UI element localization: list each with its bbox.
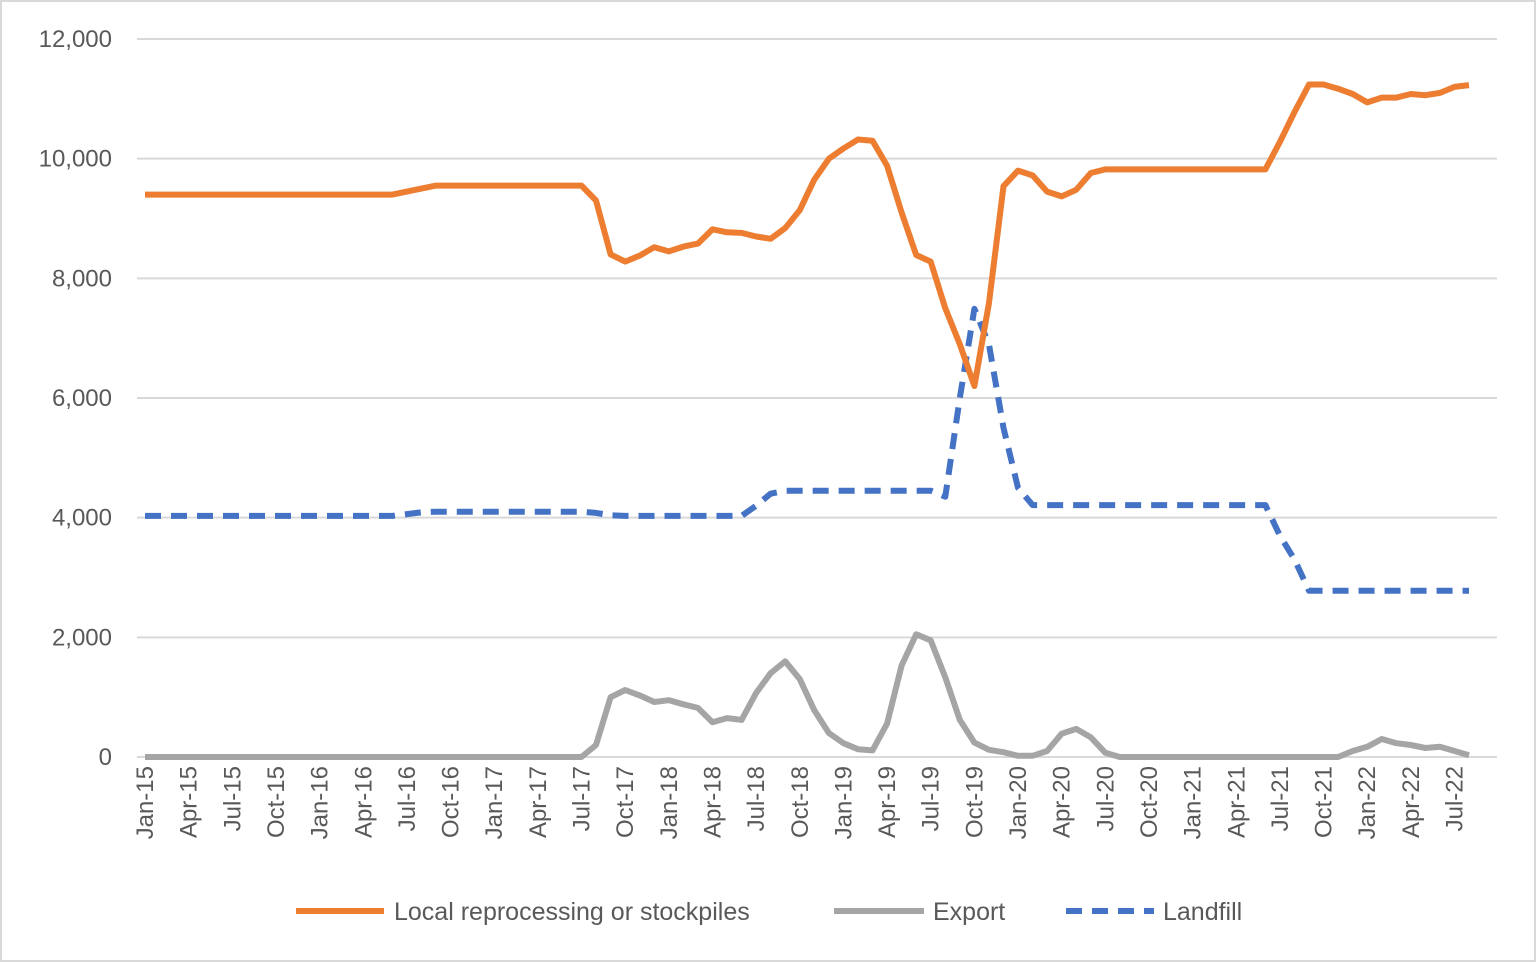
x-tick-label: Apr-17 [525, 766, 552, 838]
x-tick-label: Oct-15 [263, 766, 290, 838]
y-tick-label: 12,000 [39, 26, 112, 53]
x-tick-label: Jan-21 [1180, 766, 1207, 839]
y-axis: 0 2,000 4,000 6,000 8,000 10,000 12,000 [39, 26, 112, 771]
series-line-local-reprocessing-or-stockpiles [145, 81, 1470, 389]
x-tick-label: Jan-19 [830, 766, 857, 839]
y-tick-label: 6,000 [52, 385, 112, 412]
y-tick-label: 2,000 [52, 624, 112, 651]
x-tick-label: Apr-22 [1398, 766, 1425, 838]
x-tick-label: Apr-18 [699, 766, 726, 838]
y-tick-label: 8,000 [52, 265, 112, 292]
series-line-export [145, 631, 1470, 760]
x-tick-label: Oct-20 [1136, 766, 1163, 838]
x-tick-label: Jul-15 [219, 766, 246, 831]
x-tick-label: Oct-18 [787, 766, 814, 838]
y-tick-label: 4,000 [52, 505, 112, 532]
x-tick-label: Jan-16 [307, 766, 334, 839]
legend-label: Landfill [1163, 898, 1242, 926]
legend: Local reprocessing or stockpiles Export La… [296, 898, 1242, 926]
x-tick-label: Apr-20 [1049, 766, 1076, 838]
x-tick-label: Jan-17 [481, 766, 508, 839]
x-tick-label: Jul-18 [743, 766, 770, 831]
x-tick-label: Jan-18 [656, 766, 683, 839]
x-tick-label: Oct-21 [1311, 766, 1338, 838]
x-tick-label: Oct-16 [438, 766, 465, 838]
x-tick-label: Oct-19 [961, 766, 988, 838]
x-tick-label: Jul-17 [569, 766, 596, 831]
x-tick-label: Oct-17 [612, 766, 639, 838]
x-tick-label: Jan-20 [1005, 766, 1032, 839]
x-tick-label: Apr-16 [350, 766, 377, 838]
x-tick-label: Apr-15 [176, 766, 203, 838]
x-tick-label: Jul-21 [1267, 766, 1294, 831]
y-tick-label: 10,000 [39, 146, 112, 173]
legend-label: Local reprocessing or stockpiles [394, 898, 750, 926]
y-tick-label: 0 [99, 744, 112, 771]
x-tick-label: Jul-19 [918, 766, 945, 831]
gridlines [137, 38, 1497, 758]
series-line-landfill [145, 305, 1469, 594]
x-tick-label: Jul-16 [394, 766, 421, 831]
x-tick-label: Jan-22 [1354, 766, 1381, 839]
x-tick-label: Jan-15 [132, 766, 159, 839]
x-axis: Jan-15 Apr-15 Jul-15 Oct-15 Jan-16 Apr-16 Jul-… [132, 766, 1469, 839]
x-tick-label: Jul-22 [1442, 766, 1469, 831]
x-tick-label: Jul-20 [1092, 766, 1119, 831]
legend-label: Export [933, 898, 1005, 926]
series-lines [145, 81, 1470, 760]
x-tick-label: Apr-19 [874, 766, 901, 838]
x-tick-label: Apr-21 [1223, 766, 1250, 838]
